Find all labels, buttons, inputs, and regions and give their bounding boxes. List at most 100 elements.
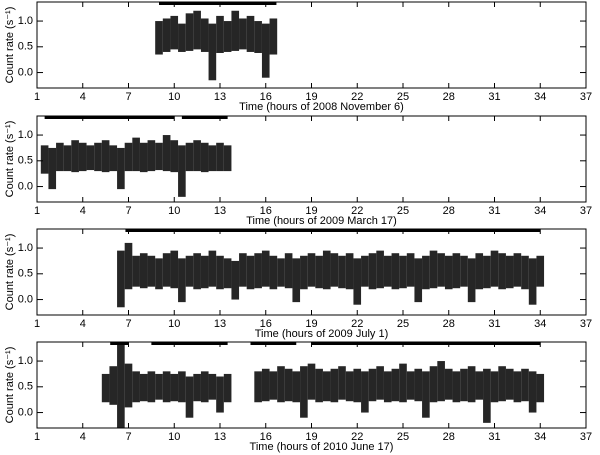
count-range [505, 255, 514, 289]
count-range [162, 371, 171, 403]
count-range [246, 255, 255, 290]
count-range [200, 255, 209, 289]
count-range [170, 250, 179, 289]
count-range [71, 140, 79, 173]
count-range [124, 242, 133, 290]
count-range [467, 258, 476, 303]
count-range [338, 366, 346, 400]
count-range [353, 368, 362, 403]
count-range [483, 368, 491, 423]
x-tick-label: 1 [34, 318, 40, 330]
count-range [429, 366, 438, 403]
count-range [216, 142, 224, 172]
count-range [132, 371, 140, 403]
panel: 1 4 7 10 13 16 19 22 25 28 31 34 37 0.0 0.5 1.0 Time (ho… [4, 115, 592, 227]
x-axis-label: Time (hours of 2009 July 1) [255, 328, 388, 340]
count-range [437, 253, 445, 287]
count-range [239, 18, 247, 50]
count-range [422, 255, 430, 290]
count-range [139, 142, 148, 173]
count-range [460, 368, 468, 402]
x-tick-label: 7 [125, 205, 131, 217]
count-range [193, 253, 201, 290]
count-range [368, 368, 377, 402]
x-tick-label: 10 [168, 318, 180, 330]
count-range [185, 13, 194, 51]
x-tick-label: 31 [488, 91, 500, 103]
count-range [391, 253, 400, 290]
count-range [536, 255, 545, 287]
count-range [399, 363, 407, 403]
x-tick-label: 28 [443, 91, 455, 103]
count-range [124, 142, 133, 172]
count-range [261, 23, 270, 78]
count-range [437, 361, 445, 402]
count-range [292, 371, 301, 403]
count-range [147, 371, 156, 403]
count-range [208, 373, 217, 400]
count-range [193, 140, 201, 172]
count-range [254, 371, 262, 403]
x-tick-label: 22 [351, 91, 363, 103]
y-axis-label: Count rate (s⁻¹) [4, 234, 16, 311]
count-range [155, 258, 163, 290]
count-range [467, 366, 476, 403]
count-range [132, 255, 140, 287]
y-axis-label: Count rate (s⁻¹) [4, 347, 16, 424]
count-range [78, 142, 87, 172]
x-tick-label: 31 [488, 318, 500, 330]
count-range [483, 255, 491, 289]
y-tick-label: 0.5 [18, 41, 33, 53]
x-tick-label: 34 [534, 91, 546, 103]
x-axis-label: Time (hours of 2008 November 6) [239, 101, 404, 113]
count-range [216, 15, 224, 53]
count-range [155, 142, 163, 171]
count-range [56, 142, 64, 172]
count-range [521, 255, 529, 290]
count-range [345, 253, 354, 290]
count-range [330, 368, 339, 403]
x-tick-label: 4 [80, 91, 86, 103]
count-range [376, 366, 384, 400]
count-range [200, 142, 209, 173]
x-tick-label: 25 [397, 431, 409, 443]
count-range [139, 253, 148, 289]
count-range [101, 140, 110, 173]
count-range [513, 371, 522, 403]
count-range [498, 253, 506, 290]
count-range [528, 371, 537, 413]
count-range [155, 21, 163, 55]
count-range [444, 368, 453, 400]
y-tick-label: 0.0 [18, 406, 33, 418]
count-range [322, 250, 331, 290]
x-tick-label: 37 [580, 205, 592, 217]
count-range [269, 371, 278, 400]
count-range [170, 15, 179, 50]
count-range [300, 255, 308, 290]
count-range [48, 147, 57, 190]
count-range [94, 142, 102, 172]
count-range [376, 250, 384, 289]
x-tick-label: 13 [214, 318, 226, 330]
count-range [261, 250, 270, 287]
x-tick-label: 16 [260, 431, 272, 443]
count-range [124, 363, 133, 408]
count-range [322, 371, 331, 402]
count-range [300, 366, 308, 418]
count-range [391, 368, 400, 402]
count-range [185, 376, 194, 418]
x-tick-label: 7 [125, 431, 131, 443]
x-tick-label: 16 [260, 318, 272, 330]
count-range [170, 373, 179, 402]
count-range [178, 258, 186, 303]
count-range [147, 140, 156, 172]
count-range [475, 253, 484, 290]
count-range [269, 18, 278, 55]
count-range [231, 260, 240, 300]
count-range [528, 258, 537, 305]
count-range [292, 258, 301, 303]
x-tick-label: 25 [397, 318, 409, 330]
count-range [178, 371, 186, 403]
x-axis-label: Time (hours of 2010 June 17) [250, 441, 394, 453]
count-range [193, 10, 201, 50]
